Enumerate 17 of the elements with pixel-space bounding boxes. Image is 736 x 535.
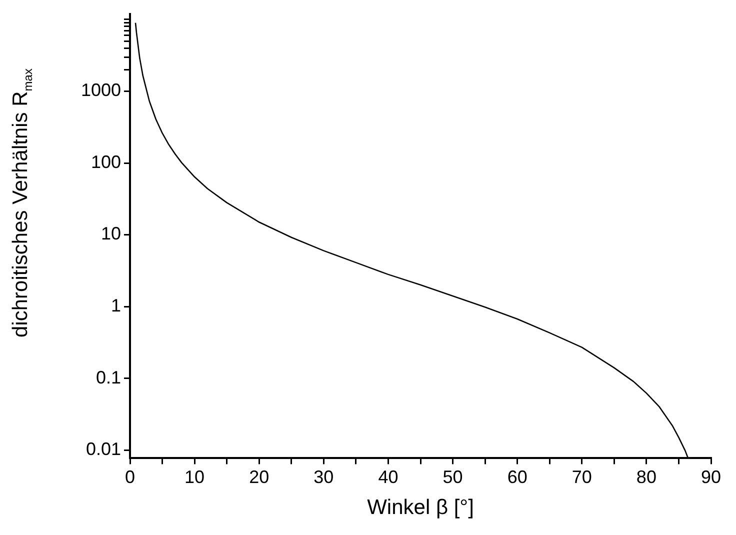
y-tick-label: 1000	[80, 80, 121, 100]
x-tick-label: 0	[124, 466, 136, 487]
y-tick-label: 10	[100, 224, 121, 244]
x-tick-label: 90	[700, 466, 722, 487]
y-tick-label: 0.1	[96, 367, 121, 388]
x-tick-label: 40	[378, 466, 398, 487]
x-tick-label: 30	[314, 466, 334, 487]
x-tick-label: 70	[572, 466, 592, 487]
x-tick-label: 50	[442, 466, 463, 487]
y-tick-label: 1	[110, 296, 121, 316]
x-tick-label: 80	[636, 466, 656, 487]
x-tick-label: 20	[249, 466, 270, 487]
x-tick-label: 10	[184, 466, 205, 487]
x-tick-label: 60	[507, 466, 528, 487]
y-tick-label: 0.01	[86, 439, 121, 460]
y-tick-label: 100	[90, 152, 121, 172]
x-axis-title: Winkel β [°]	[367, 496, 474, 520]
